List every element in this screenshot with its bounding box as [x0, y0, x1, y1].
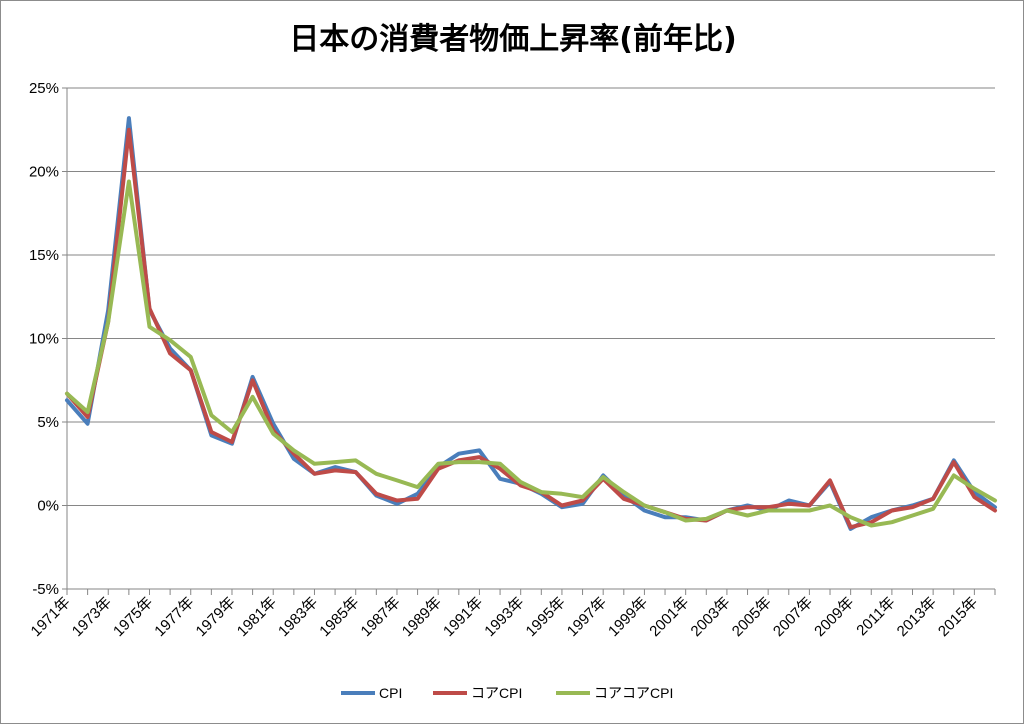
series-lines: [65, 116, 997, 531]
x-tick-label: 2005年: [729, 594, 775, 640]
y-tick-label: -5%: [32, 581, 59, 598]
y-tick-label: 10%: [29, 331, 59, 348]
x-tick-label: 2011年: [853, 594, 898, 639]
x-tick-label: 1991年: [440, 594, 486, 640]
x-tick-label: 2009年: [811, 594, 857, 640]
legend-label: CPI: [379, 685, 402, 701]
y-tick-label: 20%: [29, 164, 59, 181]
x-tick-label: 1999年: [605, 594, 651, 640]
x-tick-label: 1983年: [275, 594, 321, 640]
x-tick-label: 1989年: [399, 594, 445, 640]
x-tick-label: 2013年: [894, 594, 940, 640]
series-line-0: [65, 116, 997, 531]
x-tick-label: 1977年: [151, 594, 197, 640]
gridlines: [67, 87, 995, 590]
x-tick-label: 1987年: [358, 594, 404, 640]
x-tick-label: 1997年: [564, 594, 610, 640]
y-tick-label: 25%: [29, 80, 59, 97]
chart-title: 日本の消費者物価上昇率(前年比): [289, 22, 736, 57]
series-line-2: [65, 179, 997, 528]
x-tick-label: 1995年: [523, 594, 569, 640]
x-tick-label: 1973年: [69, 594, 115, 640]
x-tick-label: 2003年: [688, 594, 734, 640]
legend-label: コアコアCPI: [594, 685, 673, 701]
legend-label: コアCPI: [471, 685, 522, 701]
y-tick-label: 5%: [37, 414, 59, 431]
x-tick-label: 2015年: [935, 594, 981, 640]
x-tick-label: 1985年: [316, 594, 362, 640]
x-tick-label: 1979年: [193, 594, 239, 640]
x-tick-label: 1981年: [234, 594, 280, 640]
x-tick-labels: 1971年1973年1975年1977年1979年1981年1983年1985年…: [28, 594, 982, 640]
y-tick-labels: -5% 0% 5% 10% 15% 20% 25%: [29, 80, 59, 598]
x-tick-label: 2001年: [646, 594, 692, 640]
x-tick-label: 1975年: [110, 594, 156, 640]
x-tick-label: 2007年: [770, 594, 816, 640]
y-tick-label: 0%: [37, 498, 59, 515]
y-tick-label: 15%: [29, 247, 59, 264]
x-tick-label: 1971年: [28, 594, 74, 640]
series-line-1: [65, 127, 997, 530]
legend: CPI コアCPI コアコアCPI: [341, 685, 673, 701]
x-tick-label: 1993年: [481, 594, 527, 640]
